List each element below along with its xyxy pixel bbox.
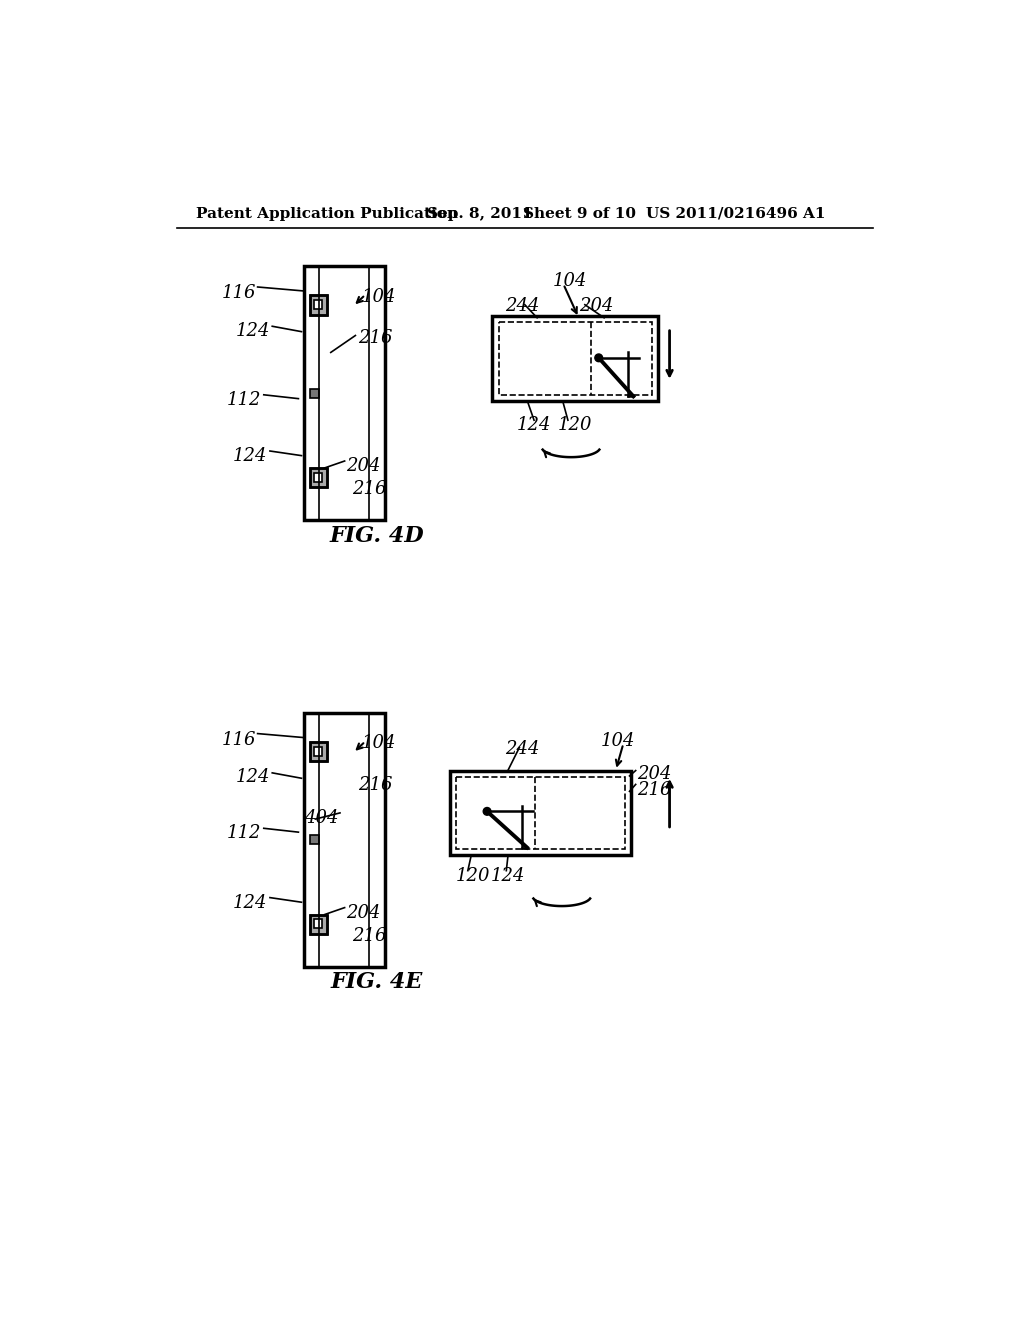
Text: 204: 204 bbox=[637, 766, 672, 783]
Text: 216: 216 bbox=[357, 776, 392, 793]
Bar bbox=[451, 771, 631, 855]
Text: 112: 112 bbox=[227, 825, 261, 842]
Text: 216: 216 bbox=[637, 780, 672, 799]
Bar bbox=[304, 267, 385, 520]
Bar bbox=[313, 473, 322, 482]
Text: 124: 124 bbox=[233, 894, 267, 912]
Text: 216: 216 bbox=[352, 927, 387, 945]
Bar bbox=[310, 915, 327, 933]
Bar bbox=[310, 742, 327, 762]
Bar bbox=[310, 836, 319, 845]
Bar bbox=[310, 296, 327, 314]
Bar bbox=[313, 747, 322, 756]
Text: 204: 204 bbox=[346, 457, 381, 475]
Text: 216: 216 bbox=[352, 480, 387, 498]
Text: 124: 124 bbox=[237, 322, 270, 339]
Text: Patent Application Publication: Patent Application Publication bbox=[196, 207, 458, 220]
Text: 120: 120 bbox=[456, 867, 490, 884]
Text: 116: 116 bbox=[221, 284, 256, 302]
Text: Sep. 8, 2011: Sep. 8, 2011 bbox=[427, 207, 532, 220]
Bar bbox=[310, 915, 327, 933]
Text: 124: 124 bbox=[517, 416, 552, 434]
Text: 124: 124 bbox=[490, 867, 525, 884]
Bar bbox=[310, 469, 327, 487]
Text: 204: 204 bbox=[580, 297, 614, 315]
Bar bbox=[310, 388, 319, 397]
Bar bbox=[499, 322, 652, 395]
Bar bbox=[310, 742, 327, 762]
Text: 104: 104 bbox=[361, 288, 396, 306]
Text: FIG. 4E: FIG. 4E bbox=[331, 972, 423, 993]
Text: 120: 120 bbox=[558, 416, 593, 434]
Bar bbox=[457, 776, 625, 849]
Text: 112: 112 bbox=[227, 391, 261, 409]
Text: 104: 104 bbox=[600, 733, 635, 750]
Text: 116: 116 bbox=[221, 730, 256, 748]
Bar bbox=[310, 469, 327, 487]
Text: FIG. 4D: FIG. 4D bbox=[330, 525, 424, 546]
Text: 124: 124 bbox=[237, 768, 270, 787]
Bar bbox=[304, 713, 385, 966]
Bar bbox=[313, 919, 322, 928]
Circle shape bbox=[483, 808, 490, 816]
Text: 216: 216 bbox=[357, 330, 392, 347]
Bar bbox=[313, 300, 322, 309]
Text: 404: 404 bbox=[304, 809, 339, 828]
Text: 104: 104 bbox=[553, 272, 587, 290]
Text: 244: 244 bbox=[506, 739, 540, 758]
Bar bbox=[310, 296, 327, 314]
Text: 104: 104 bbox=[361, 734, 396, 752]
Circle shape bbox=[595, 354, 602, 362]
Text: US 2011/0216496 A1: US 2011/0216496 A1 bbox=[646, 207, 826, 220]
Text: 204: 204 bbox=[346, 904, 381, 921]
Text: Sheet 9 of 10: Sheet 9 of 10 bbox=[523, 207, 636, 220]
Text: 244: 244 bbox=[505, 297, 540, 315]
Bar bbox=[493, 317, 658, 401]
Text: 124: 124 bbox=[233, 447, 267, 465]
